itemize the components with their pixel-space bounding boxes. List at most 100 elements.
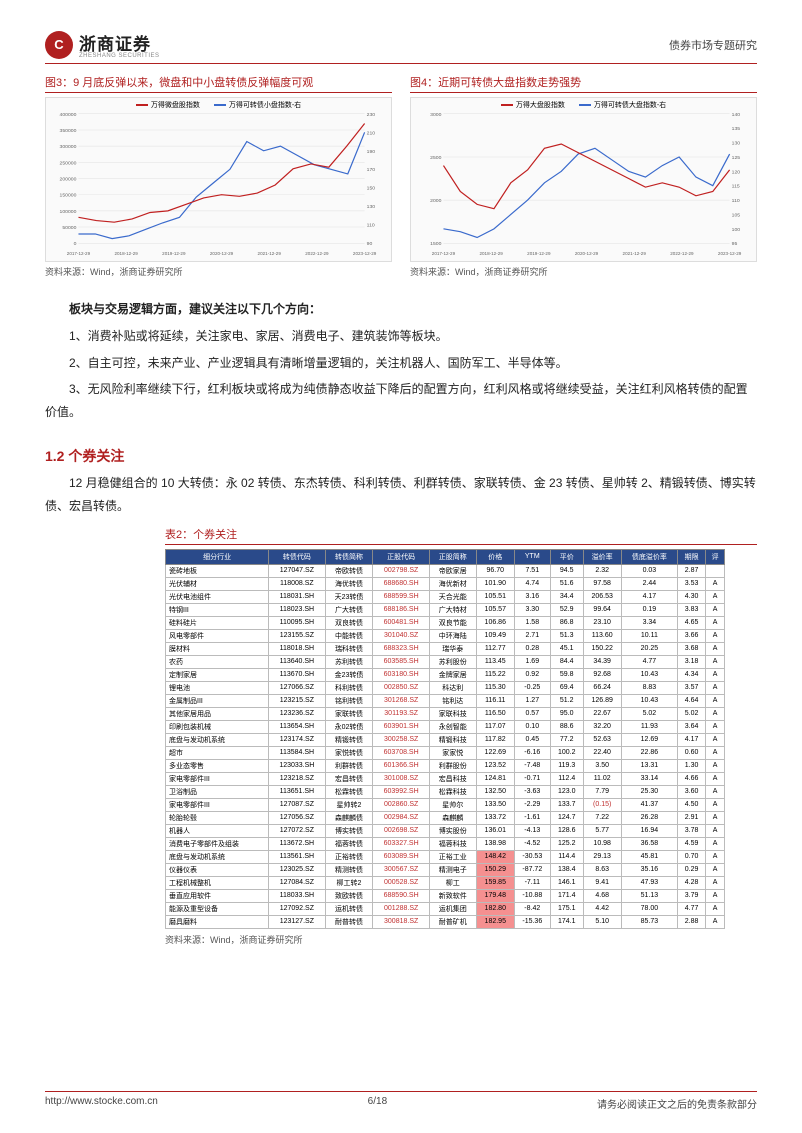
table-cell: 123174.SZ — [269, 733, 325, 746]
table-cell: 35.16 — [621, 863, 677, 876]
table-cell: 002698.SZ — [373, 824, 429, 837]
table-cell: 4.59 — [678, 837, 706, 850]
table-cell: 1.69 — [514, 655, 550, 668]
table-cell: 69.4 — [550, 681, 583, 694]
table-cell: 机器人 — [166, 824, 269, 837]
svg-text:110: 110 — [732, 198, 740, 204]
table-cell: 88.6 — [550, 720, 583, 733]
table-cell: 3.57 — [678, 681, 706, 694]
table-cell: 0.45 — [514, 733, 550, 746]
svg-text:2019-12-29: 2019-12-29 — [162, 251, 186, 256]
table-cell: 688599.SH — [373, 590, 429, 603]
table-cell: 3.16 — [514, 590, 550, 603]
table-cell: 118033.SH — [269, 889, 325, 902]
table-cell: 688680.SH — [373, 577, 429, 590]
table-cell: 5.02 — [621, 707, 677, 720]
table-cell: 125.2 — [550, 837, 583, 850]
table-cell: 101.90 — [476, 577, 514, 590]
table-cell — [706, 564, 725, 577]
table-cell: 127084.SZ — [269, 876, 325, 889]
chart-3-title-line — [45, 92, 392, 93]
table-cell: 0.29 — [678, 863, 706, 876]
table-cell: 110095.SH — [269, 616, 325, 629]
table-cell: A — [706, 798, 725, 811]
table-cell: 利群转债 — [325, 759, 373, 772]
table-cell: -0.25 — [514, 681, 550, 694]
table-cell: 92.68 — [583, 668, 621, 681]
svg-text:2020-12-29: 2020-12-29 — [210, 251, 234, 256]
table-cell: 4.34 — [678, 668, 706, 681]
table-row: 硅料硅片110095.SH双良转债600481.SH双良节能106.861.58… — [166, 616, 725, 629]
table-cell: 运机集团 — [429, 902, 476, 915]
table-cell: 113651.SH — [269, 785, 325, 798]
table-cell: 海优转债 — [325, 577, 373, 590]
table-row: 轮胎轮毂127056.SZ森麒麟债002984.SZ森麒麟133.72-1.61… — [166, 811, 725, 824]
table-cell: 123033.SH — [269, 759, 325, 772]
footer-right: 请务必阅读正文之后的免责条款部分 — [597, 1096, 757, 1111]
table-cell: -30.53 — [514, 850, 550, 863]
table-cell: 家悦转债 — [325, 746, 373, 759]
svg-text:2018-12-29: 2018-12-29 — [114, 251, 138, 256]
table-cell: 工程机械整机 — [166, 876, 269, 889]
table-cell: 118018.SH — [269, 642, 325, 655]
table-cell: 123236.SZ — [269, 707, 325, 720]
table-cell: 123.0 — [550, 785, 583, 798]
table-cell: 科利转债 — [325, 681, 373, 694]
table-cell: A — [706, 629, 725, 642]
table-cell: 117.82 — [476, 733, 514, 746]
table-cell: (0.15) — [583, 798, 621, 811]
table-cell: 4.74 — [514, 577, 550, 590]
table-cell: 帝欧家居 — [429, 564, 476, 577]
table-cell: -7.48 — [514, 759, 550, 772]
table-cell: 1.30 — [678, 759, 706, 772]
table-cell: A — [706, 772, 725, 785]
table-row: 仪器仪表123025.SZ精测转债300567.SZ精测电子150.29-87.… — [166, 863, 725, 876]
table-cell: 博实转债 — [325, 824, 373, 837]
svg-text:50000: 50000 — [62, 225, 76, 231]
table-cell: 45.81 — [621, 850, 677, 863]
svg-text:120: 120 — [732, 169, 741, 175]
table-cell: 金23转债 — [325, 668, 373, 681]
table-cell: 113584.SH — [269, 746, 325, 759]
table-header: 溢价率 — [583, 549, 621, 564]
table-cell: 116.50 — [476, 707, 514, 720]
table-cell: 光伏电池组件 — [166, 590, 269, 603]
table-cell: A — [706, 915, 725, 928]
svg-text:2021-12-29: 2021-12-29 — [623, 251, 647, 256]
table-cell: 127087.SZ — [269, 798, 325, 811]
svg-text:115: 115 — [732, 184, 740, 190]
table-cell: -15.36 — [514, 915, 550, 928]
table-cell: 7.79 — [583, 785, 621, 798]
table-cell: 双良转债 — [325, 616, 373, 629]
logo-subtext: ZHESHANG SECURITIES — [79, 53, 160, 59]
table-cell: 利群股份 — [429, 759, 476, 772]
table-row: 家电零部件III123218.SZ宏昌转债301008.SZ宏昌科技124.81… — [166, 772, 725, 785]
table-cell: 16.94 — [621, 824, 677, 837]
table-cell: 4.50 — [678, 798, 706, 811]
table-cell: 风电零部件 — [166, 629, 269, 642]
table-cell: A — [706, 837, 725, 850]
table-cell: 123155.SZ — [269, 629, 325, 642]
table-cell: 133.72 — [476, 811, 514, 824]
table-cell: 133.7 — [550, 798, 583, 811]
table-cell: 29.13 — [583, 850, 621, 863]
table-cell: 127047.SZ — [269, 564, 325, 577]
table-cell: 127092.SZ — [269, 902, 325, 915]
table-row: 锂电池127066.SZ科利转债002850.SZ科达利115.30-0.256… — [166, 681, 725, 694]
table-cell: 天合光能 — [429, 590, 476, 603]
table-cell: 33.14 — [621, 772, 677, 785]
table-cell: 2.44 — [621, 577, 677, 590]
table-cell: 123215.SZ — [269, 694, 325, 707]
table-cell: 松霖科技 — [429, 785, 476, 798]
table-cell: 113561.SH — [269, 850, 325, 863]
table-cell: 铭利转债 — [325, 694, 373, 707]
table-cell: 森麒麟 — [429, 811, 476, 824]
body-p1: 1、消费补贴或将延续，关注家电、家居、消费电子、建筑装饰等板块。 — [45, 325, 757, 348]
table-cell: 广大特材 — [429, 603, 476, 616]
table-cell: 5.02 — [678, 707, 706, 720]
table-cell: -8.42 — [514, 902, 550, 915]
table-cell: 123127.SZ — [269, 915, 325, 928]
table-cell: A — [706, 863, 725, 876]
table-cell: 123218.SZ — [269, 772, 325, 785]
table-cell: 金属制品III — [166, 694, 269, 707]
